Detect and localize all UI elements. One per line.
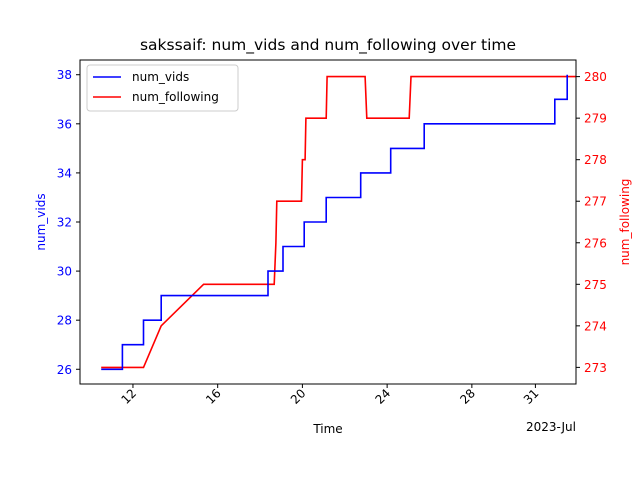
x-axis-offset-label: 2023-Jul bbox=[526, 420, 576, 434]
x-tick-label: 20 bbox=[288, 386, 309, 407]
left-axis-label: num_vids bbox=[34, 193, 48, 250]
series-line-num-following bbox=[101, 75, 576, 369]
series-line-num-vids bbox=[101, 74, 568, 371]
left-tick-label: 26 bbox=[57, 363, 72, 377]
x-tick-label: 31 bbox=[521, 386, 542, 407]
x-tick-label: 24 bbox=[373, 386, 394, 407]
legend-label-num-vids: num_vids bbox=[132, 70, 189, 84]
right-tick-label: 275 bbox=[584, 278, 607, 292]
num-following-layer bbox=[101, 75, 576, 369]
x-tick-label: 16 bbox=[203, 386, 224, 407]
right-tick-label: 274 bbox=[584, 319, 607, 333]
left-tick-label: 30 bbox=[57, 265, 72, 279]
x-tick-label: 12 bbox=[118, 386, 139, 407]
left-tick-label: 28 bbox=[57, 314, 72, 328]
legend-label-num-following: num_following bbox=[132, 90, 219, 104]
chart-title: sakssaif: num_vids and num_following ove… bbox=[140, 36, 516, 55]
left-tick-label: 38 bbox=[57, 68, 72, 82]
legend: num_vids num_following bbox=[86, 64, 239, 112]
x-axis-label: Time bbox=[312, 422, 342, 436]
left-tick-label: 36 bbox=[57, 117, 72, 131]
right-tick-label: 279 bbox=[584, 112, 607, 126]
legend-box bbox=[86, 64, 239, 112]
left-tick-label: 34 bbox=[57, 166, 72, 180]
right-tick-label: 277 bbox=[584, 195, 607, 209]
right-tick-label: 280 bbox=[584, 70, 607, 84]
axes: 12 16 20 24 28 31 26 28 30 32 34 36 38 273 274 275 276 27… bbox=[57, 59, 607, 407]
right-tick-label: 273 bbox=[584, 361, 607, 375]
right-tick-label: 278 bbox=[584, 153, 607, 167]
left-tick-label: 32 bbox=[57, 216, 72, 230]
right-tick-label: 276 bbox=[584, 236, 607, 250]
right-axis-label: num_following bbox=[618, 179, 632, 266]
num-vids-layer bbox=[101, 74, 568, 371]
x-tick-label: 28 bbox=[457, 386, 478, 407]
